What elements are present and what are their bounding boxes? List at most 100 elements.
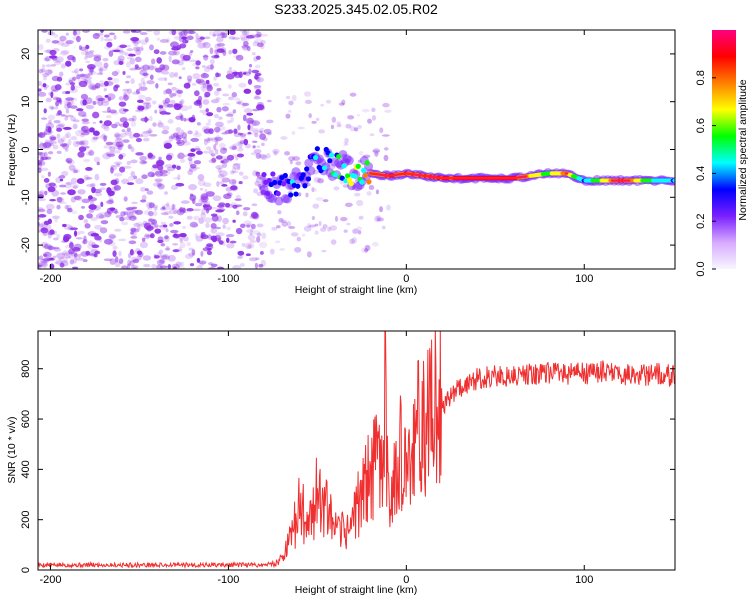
noise-blob (41, 30, 48, 33)
noise-blob (89, 84, 93, 90)
noise-blob (204, 91, 211, 98)
noise-blob (157, 183, 165, 190)
noise-blob (65, 60, 72, 67)
noise-blob (135, 137, 142, 143)
noise-blob (62, 142, 70, 150)
noise-blob (146, 190, 154, 195)
colorbar-tick-label: 0.8 (695, 70, 707, 85)
noise-blob (117, 57, 121, 62)
noise-blob (56, 39, 65, 46)
noise-blob (140, 117, 150, 122)
snr-y-ticks: 0 200 400 600 800 (20, 360, 675, 573)
noise-blob (238, 71, 243, 79)
noise-blob (161, 206, 166, 210)
track-core (261, 171, 267, 178)
noise-blob (153, 224, 159, 228)
noise-blob (67, 189, 76, 196)
noise-blob (100, 124, 109, 129)
noise-blob (112, 49, 121, 53)
noise-blob (175, 182, 185, 187)
noise-blob (343, 229, 348, 233)
noise-blob (141, 101, 151, 105)
noise-blob (349, 238, 355, 245)
noise-blob (60, 63, 66, 69)
noise-blob (157, 103, 163, 110)
noise-blob (171, 86, 177, 91)
noise-blob (143, 263, 151, 268)
noise-blob (138, 82, 143, 87)
noise-blob (70, 136, 78, 141)
noise-blob (254, 132, 259, 138)
noise-blob (147, 171, 155, 178)
noise-blob (160, 259, 166, 264)
noise-blob (257, 101, 264, 108)
noise-blob (167, 118, 174, 124)
track-core (295, 183, 301, 189)
noise-blob (148, 65, 158, 70)
noise-blob (254, 38, 264, 45)
noise-blob (151, 263, 157, 269)
noise-blob (203, 204, 212, 211)
noise-blob (81, 114, 87, 118)
noise-blob (164, 191, 169, 195)
noise-blob (188, 51, 193, 57)
noise-blob (83, 129, 91, 134)
noise-blob (166, 37, 170, 44)
noise-blob (247, 125, 254, 132)
y-tick-label: 600 (20, 410, 32, 428)
noise-blob (244, 242, 252, 250)
noise-blob (266, 119, 274, 124)
noise-blob (313, 187, 317, 193)
noise-blob (318, 129, 326, 134)
noise-blob (188, 252, 195, 257)
noise-blob (200, 250, 204, 257)
noise-blob (384, 109, 392, 113)
noise-blob (247, 124, 251, 131)
noise-blob (215, 97, 221, 101)
noise-blob (315, 117, 320, 122)
noise-blob (156, 182, 163, 188)
noise-blob (274, 240, 281, 244)
noise-blob (114, 208, 118, 215)
noise-blob (103, 80, 109, 87)
noise-blob (250, 33, 256, 37)
noise-blob (245, 253, 251, 256)
noise-blob (122, 121, 130, 128)
noise-blob (84, 166, 94, 172)
noise-blob (288, 226, 296, 229)
noise-blob (122, 108, 129, 112)
noise-blob (222, 148, 227, 151)
noise-blob (118, 60, 124, 65)
noise-blob (125, 61, 131, 68)
noise-blob (64, 114, 74, 118)
noise-blob (187, 169, 193, 175)
noise-blob (217, 204, 225, 208)
x-tick-label: 100 (575, 574, 593, 586)
noise-blob (109, 238, 115, 242)
noise-blob (145, 201, 153, 209)
track-core (264, 190, 271, 197)
noise-blob (241, 242, 246, 247)
noise-blob (108, 198, 114, 204)
noise-blob (216, 33, 221, 37)
noise-blob (61, 90, 67, 95)
noise-blob (56, 127, 63, 132)
noise-blob (153, 206, 158, 211)
noise-blob (111, 71, 119, 77)
noise-blob (126, 212, 135, 219)
noise-blob (80, 51, 90, 56)
noise-blob (167, 82, 173, 86)
noise-blob (173, 221, 181, 225)
noise-blob (197, 80, 206, 86)
noise-blob (386, 204, 391, 211)
noise-blob (239, 70, 248, 75)
noise-blob (217, 125, 226, 131)
noise-blob (372, 115, 376, 121)
noise-blob (110, 111, 119, 115)
noise-blob (205, 79, 210, 85)
noise-blob (165, 88, 172, 95)
noise-blob (130, 120, 137, 127)
noise-blob (198, 42, 207, 49)
noise-blob (242, 175, 249, 180)
